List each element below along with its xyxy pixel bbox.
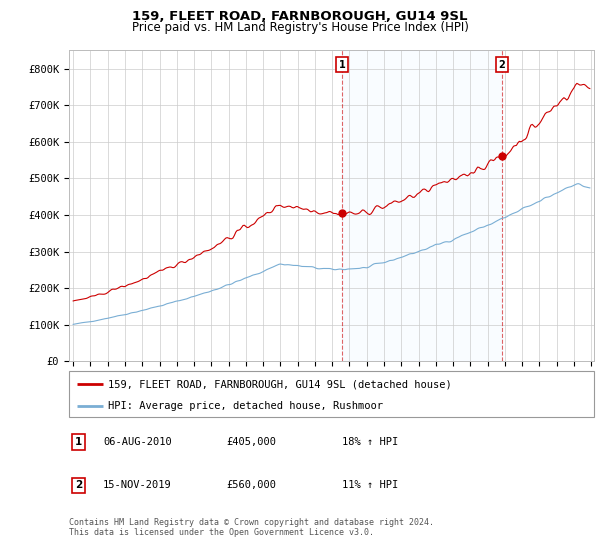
- Text: £560,000: £560,000: [227, 480, 277, 491]
- FancyBboxPatch shape: [69, 371, 594, 417]
- Text: 2: 2: [75, 480, 82, 491]
- Text: 18% ↑ HPI: 18% ↑ HPI: [342, 437, 398, 447]
- Text: HPI: Average price, detached house, Rushmoor: HPI: Average price, detached house, Rush…: [109, 401, 383, 410]
- Text: 1: 1: [75, 437, 82, 447]
- Text: £405,000: £405,000: [227, 437, 277, 447]
- Text: 159, FLEET ROAD, FARNBOROUGH, GU14 9SL (detached house): 159, FLEET ROAD, FARNBOROUGH, GU14 9SL (…: [109, 379, 452, 389]
- Text: Contains HM Land Registry data © Crown copyright and database right 2024.
This d: Contains HM Land Registry data © Crown c…: [69, 518, 434, 538]
- Text: 11% ↑ HPI: 11% ↑ HPI: [342, 480, 398, 491]
- Text: 06-AUG-2010: 06-AUG-2010: [103, 437, 172, 447]
- Text: Price paid vs. HM Land Registry's House Price Index (HPI): Price paid vs. HM Land Registry's House …: [131, 21, 469, 34]
- Text: 159, FLEET ROAD, FARNBOROUGH, GU14 9SL: 159, FLEET ROAD, FARNBOROUGH, GU14 9SL: [132, 10, 468, 23]
- Text: 15-NOV-2019: 15-NOV-2019: [103, 480, 172, 491]
- Text: 1: 1: [339, 60, 346, 70]
- Bar: [342, 50, 502, 361]
- Text: 2: 2: [499, 60, 505, 70]
